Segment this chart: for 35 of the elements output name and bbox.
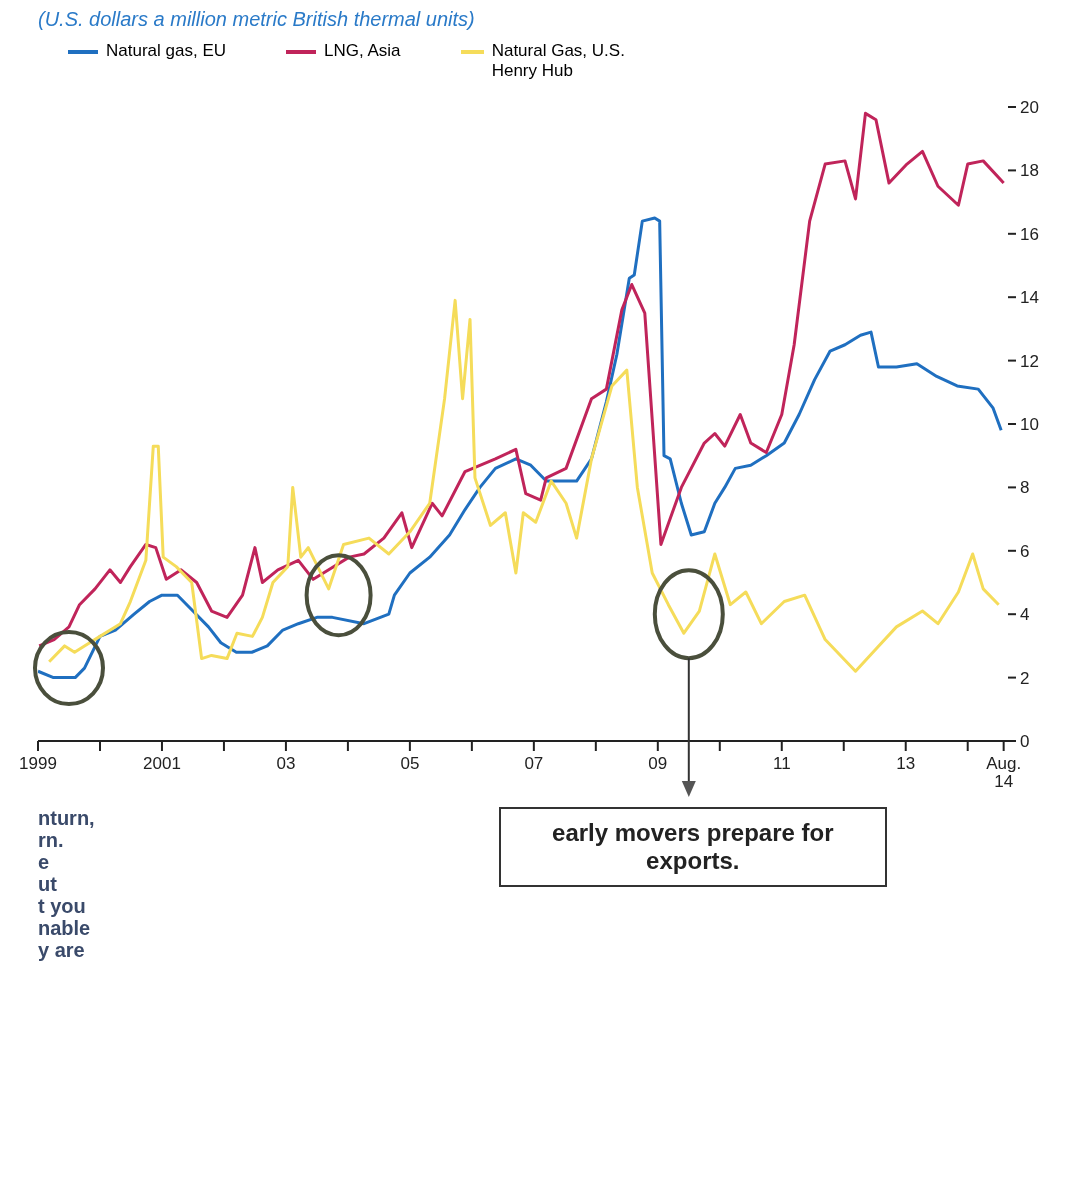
line-series: [47, 298, 1001, 673]
x-tick-label: 2001: [143, 754, 181, 773]
y-tick-label: 0: [1020, 732, 1030, 751]
text: t you: [38, 895, 87, 917]
legend-label: Natural Gas, U.S. Henry Hub: [491, 41, 626, 81]
text: e: [38, 851, 51, 873]
y-tick-label: 16: [1020, 224, 1039, 244]
x-tick-label: 05: [400, 754, 420, 773]
y-tick-label: 8: [1020, 478, 1030, 498]
text: y are: [38, 939, 86, 961]
legend-label: LNG, Asia: [324, 41, 401, 61]
text: early movers prepare for exports.: [498, 807, 887, 887]
y-tick-label: 6: [1020, 541, 1030, 561]
legend-label: Natural gas, EU: [106, 41, 226, 61]
x-tick-label: 09: [648, 754, 668, 773]
x-tick-label: Aug. 14: [986, 754, 1022, 791]
y-tick-label: 4: [1020, 605, 1030, 625]
text: nable: [38, 917, 92, 939]
x-tick-label: 03: [276, 754, 296, 773]
text: nturn,: [38, 807, 95, 829]
x-tick-label: 11: [772, 754, 791, 773]
y-tick-label: 14: [1020, 288, 1039, 308]
y-tick-label: 18: [1020, 161, 1039, 181]
x-tick-label: 07: [524, 754, 544, 773]
y-tick-label: 2: [1020, 668, 1030, 688]
text: ut: [38, 873, 58, 895]
x-tick-label: 13: [896, 754, 916, 773]
y-tick-label: 12: [1020, 351, 1039, 371]
chart-subtitle: (U.S. dollars a million metric British thermal units): [38, 8, 476, 31]
y-tick-label: 10: [1020, 415, 1039, 434]
line-series: [38, 111, 1006, 648]
text: rn.: [38, 829, 65, 851]
line-series: [38, 216, 1003, 680]
y-tick-label: 20: [1020, 98, 1039, 117]
x-tick-label: 1999: [19, 754, 57, 773]
